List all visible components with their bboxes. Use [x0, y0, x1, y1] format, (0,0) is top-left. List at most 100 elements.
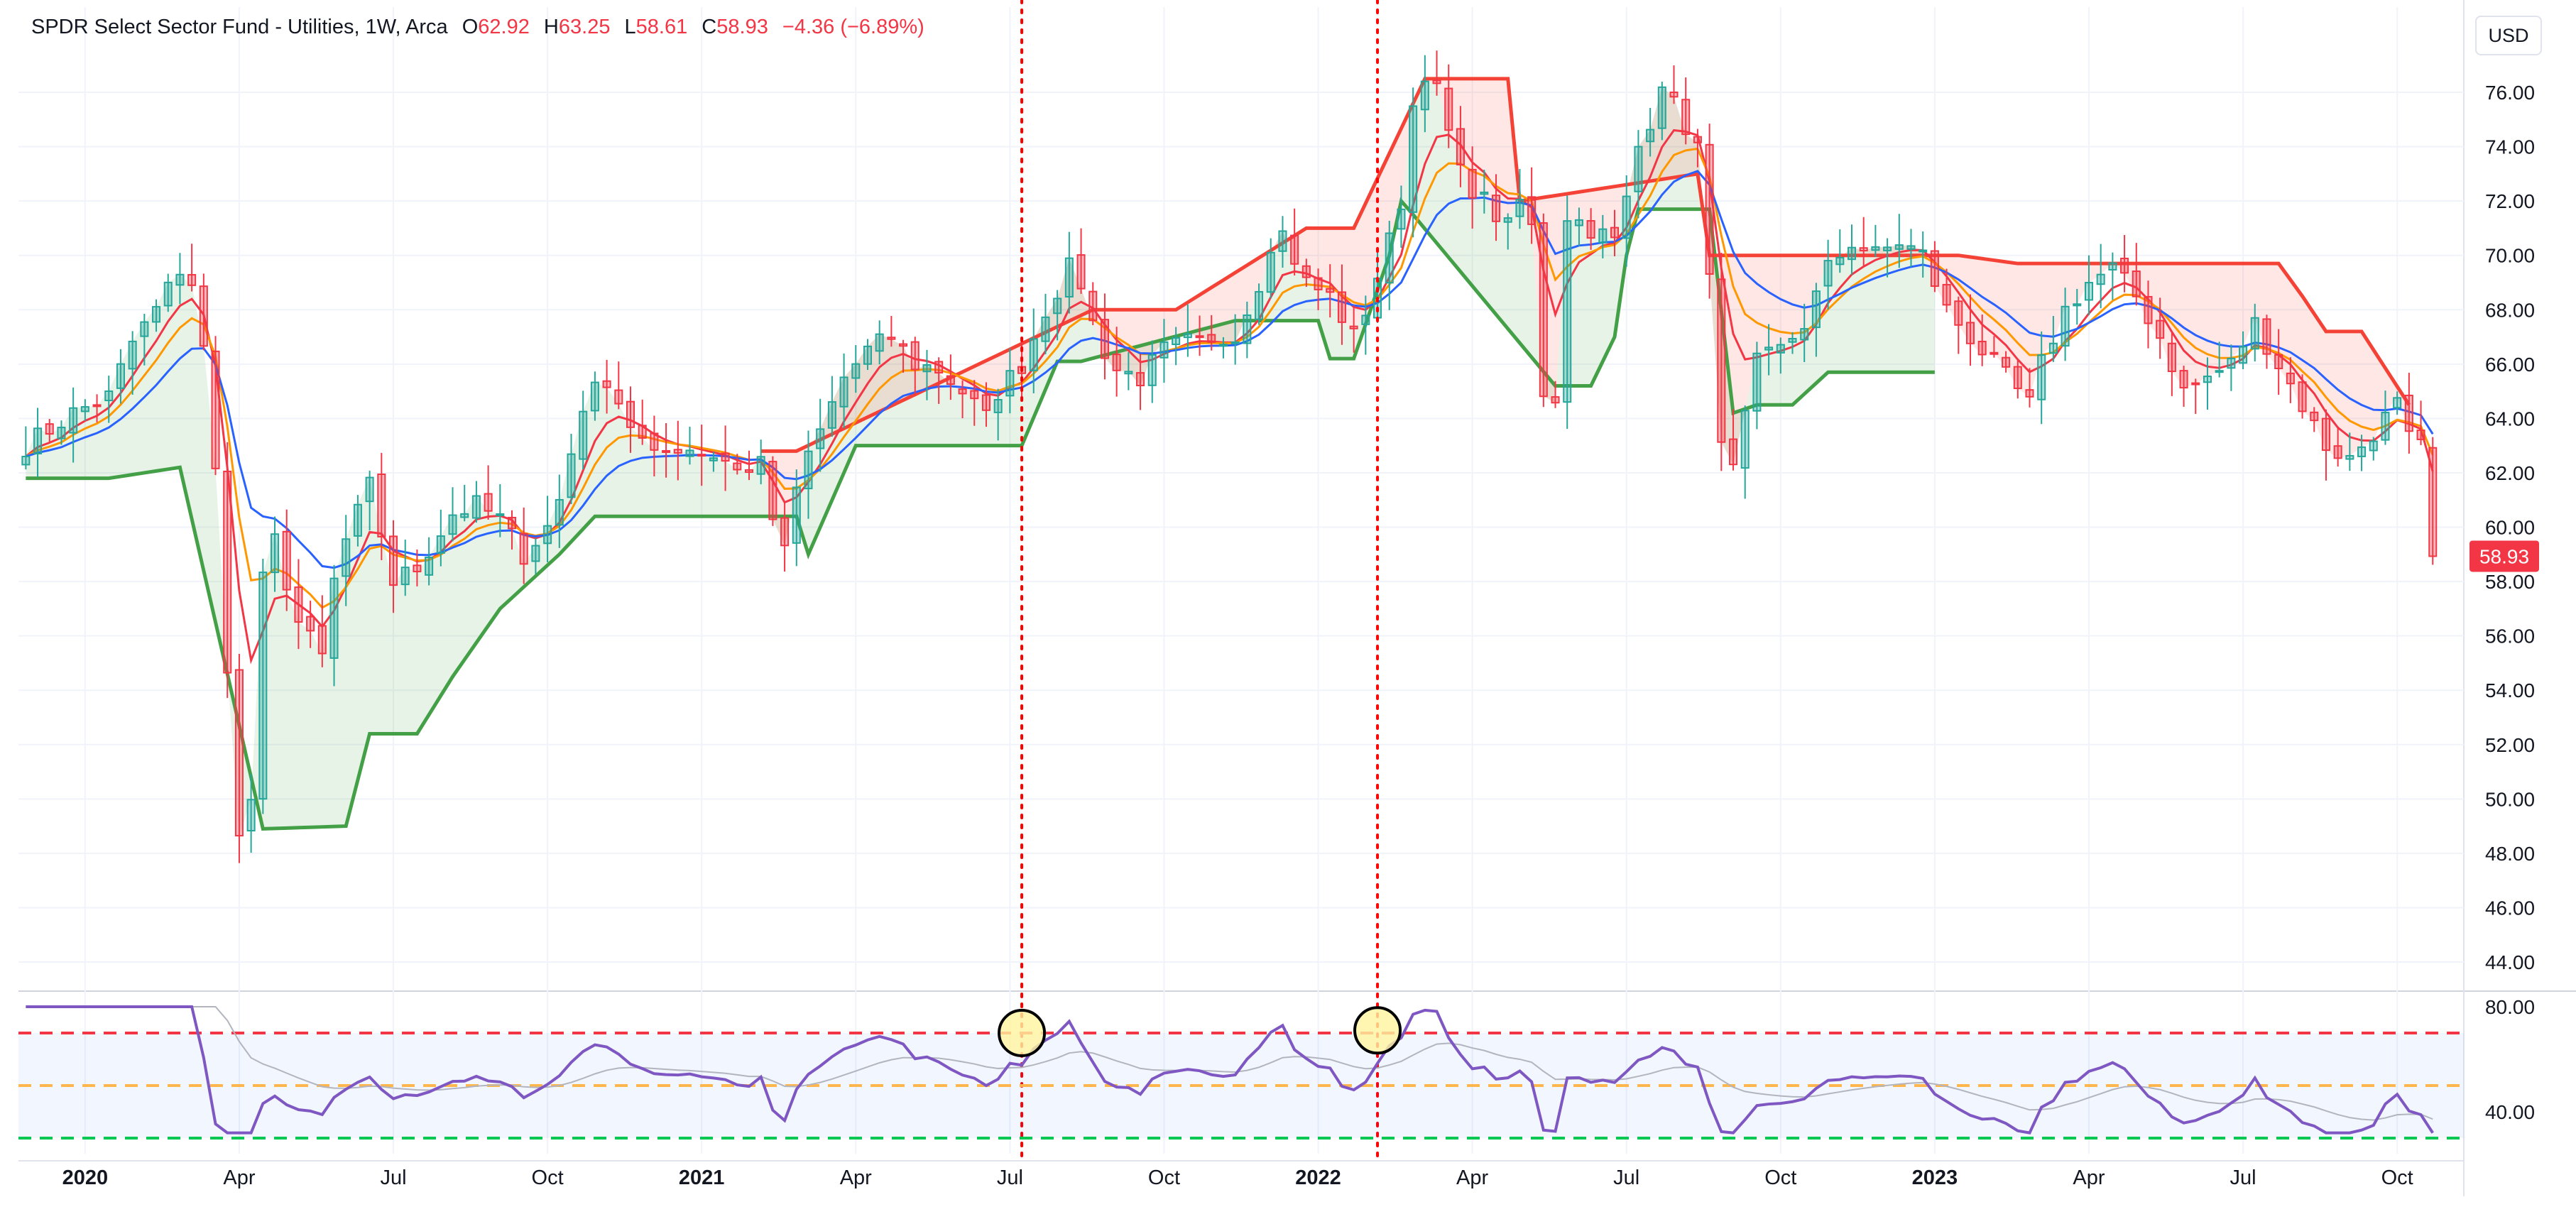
candle-body-fill [1528, 197, 1536, 224]
candle-body-fill [769, 461, 777, 520]
candle-body-fill [449, 515, 457, 535]
candle-body-fill [1575, 219, 1583, 226]
candle-body-fill [721, 453, 729, 461]
candle-body-fill [1089, 291, 1097, 321]
candle-body-fill [520, 533, 528, 564]
candle-body-fill [425, 557, 433, 575]
candle-body-fill [1397, 209, 1405, 229]
candle-body [1147, 354, 1157, 386]
candle-body-fill [1480, 192, 1488, 195]
candle-body-fill [105, 391, 113, 401]
candle-body [2286, 372, 2295, 385]
candle-body-fill [2168, 343, 2176, 372]
candle-body [851, 363, 861, 379]
candle-body [1278, 230, 1287, 252]
candle-body-fill [1409, 106, 1417, 212]
candle-body-fill [283, 531, 290, 590]
candle-body-fill [567, 454, 575, 498]
candle-body-fill [295, 587, 302, 623]
candle-body-fill [1955, 301, 1963, 325]
candle-body-fill [674, 449, 682, 453]
candle-body [1159, 341, 1169, 359]
time-tick-label: Jul [2230, 1166, 2256, 1189]
candle-body [1847, 246, 1857, 261]
candle-body [922, 364, 932, 373]
candle-body [1088, 290, 1098, 322]
candle-body-fill [188, 275, 196, 285]
candle-body-fill [686, 450, 694, 457]
candle-body [460, 513, 469, 518]
candle-body-fill [2275, 354, 2283, 368]
candle-body [1064, 257, 1074, 298]
candle-body-fill [1801, 329, 1808, 340]
candle-body [448, 514, 457, 535]
candle-body [234, 669, 244, 837]
rsi-tick-label: 40.00 [2485, 1101, 2535, 1123]
close-label: C [702, 16, 717, 38]
candle-body-fill [2014, 366, 2021, 389]
candle-body-fill [2061, 306, 2069, 346]
candle-body-fill [579, 411, 587, 459]
price-tick-label: 44.00 [2485, 951, 2535, 973]
candle-body [1919, 249, 1928, 253]
candle-body [1468, 168, 1477, 199]
low-value: 58.61 [635, 16, 688, 38]
candle-body-fill [1753, 353, 1761, 411]
candle-body [282, 530, 291, 591]
candle-body-fill [461, 513, 469, 518]
candle-body [389, 535, 398, 586]
rsi-overbought-marker [998, 1009, 1047, 1057]
candle-body-fill [1943, 284, 1950, 305]
candle-body [744, 469, 754, 473]
candle-body [140, 321, 149, 337]
candle-body [294, 586, 303, 623]
candle-body [2274, 354, 2283, 369]
candle-body [1420, 80, 1429, 111]
candle-body-fill [733, 463, 741, 470]
price-tick-label: 54.00 [2485, 679, 2535, 701]
candle-body-fill [1219, 344, 1227, 346]
candle-body-fill [1872, 246, 1879, 251]
candle-body-fill [2310, 412, 2318, 421]
candle-body [1657, 86, 1666, 129]
candle-body-fill [1587, 221, 1595, 239]
time-tick-label: 2023 [1912, 1166, 1958, 1189]
candle-body-fill [1065, 258, 1073, 297]
candle-body-fill [1931, 251, 1938, 287]
candle-body-fill [2417, 430, 2425, 439]
candle-body [1053, 297, 1062, 315]
candle-body [2298, 381, 2307, 412]
candle-body-fill [1611, 227, 1619, 238]
candle-body [970, 390, 979, 400]
candle-body-fill [1492, 195, 1500, 222]
candle-body [519, 532, 528, 565]
candle-body [981, 394, 990, 411]
candle-body [496, 513, 505, 516]
candle-body-fill [1231, 341, 1239, 344]
candle-body-fill [1824, 261, 1832, 286]
candle-body [2345, 454, 2354, 460]
candle-body-fill [2180, 371, 2188, 388]
candle-body-fill [93, 405, 101, 407]
price-tick-label: 72.00 [2485, 190, 2535, 212]
candle-body-fill [271, 534, 279, 573]
candle-body [471, 495, 481, 519]
candle-body-fill [2346, 455, 2354, 459]
candle-body [1776, 344, 1785, 354]
candle-body-fill [626, 401, 635, 427]
candle-body [993, 399, 1003, 413]
candle-body [934, 361, 944, 374]
candle-body [116, 363, 125, 389]
candle-body-fill [2263, 319, 2271, 354]
candle-body-fill [2049, 343, 2057, 354]
candle-body [2179, 370, 2188, 389]
currency-button[interactable]: USD [2475, 16, 2542, 55]
candle-body-fill [2073, 304, 2081, 306]
candle-body-fill [212, 351, 219, 469]
candle-body [1172, 337, 1181, 345]
candle-body [1432, 80, 1441, 84]
time-tick-label: Oct [2381, 1166, 2413, 1189]
candle-body-fill [2132, 271, 2140, 297]
candle-body-fill [1978, 341, 1986, 355]
